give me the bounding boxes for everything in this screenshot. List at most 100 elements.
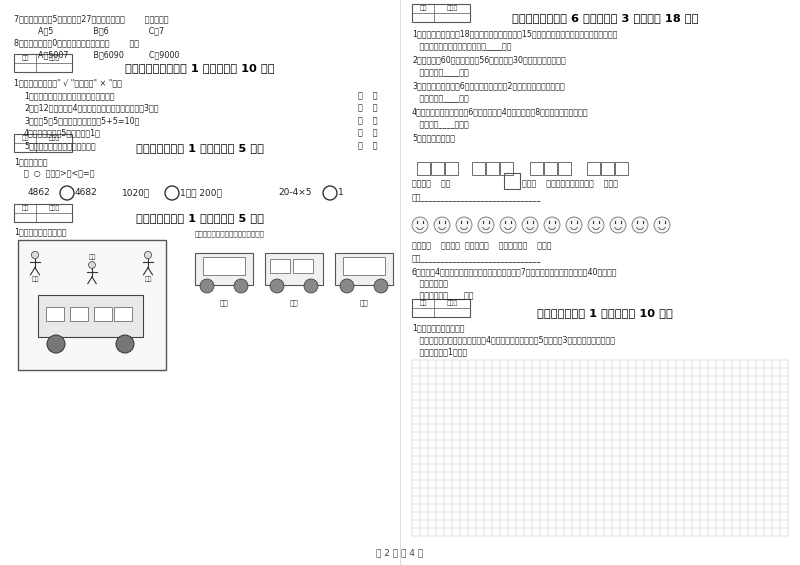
Text: 得分: 得分 (419, 301, 426, 306)
Bar (500, 162, 513, 175)
Text: 8．下面各数一个0都不需要读出来的数是（        ）。: 8．下面各数一个0都不需要读出来的数是（ ）。 (14, 38, 139, 47)
Bar (94, 307, 112, 321)
Text: 7．多多餐厅，每5人一桌，有27人，至少需要（        ）张桌子。: 7．多多餐厅，每5人一桌，有27人，至少需要（ ）张桌子。 (14, 14, 169, 23)
Circle shape (632, 217, 648, 233)
Circle shape (522, 217, 538, 233)
Bar (615, 162, 628, 175)
Bar (558, 162, 571, 175)
Circle shape (478, 217, 494, 233)
Text: 4682: 4682 (75, 188, 98, 197)
Bar (601, 162, 614, 175)
Circle shape (412, 217, 428, 233)
Text: 小虹: 小虹 (220, 299, 228, 306)
Text: 八、解决问题（共 6 小题，每题 3 分，共计 18 分）: 八、解决问题（共 6 小题，每题 3 分，共计 18 分） (512, 13, 698, 23)
Text: A．5007          B．6090          C．9000: A．5007 B．6090 C．9000 (28, 50, 179, 59)
Bar (14, 204, 72, 222)
Text: 列式______________________________: 列式______________________________ (412, 254, 542, 263)
Bar (293, 259, 313, 273)
Text: 1．判断。（对的打" √ "，错的打" × "。）: 1．判断。（对的打" √ "，错的打" × "。） (14, 78, 122, 87)
Text: （    ）: （ ） (358, 141, 378, 150)
Text: 5．我会解决问题。: 5．我会解决问题。 (412, 133, 455, 142)
Circle shape (116, 335, 134, 353)
Text: 得分: 得分 (419, 6, 426, 11)
Text: 在  ○  里填上>、<或=。: 在 ○ 里填上>、<或=。 (24, 169, 94, 178)
Bar (445, 162, 458, 175)
Text: 1: 1 (338, 188, 344, 197)
Bar (412, 4, 470, 22)
Bar (335, 253, 393, 285)
Circle shape (610, 217, 626, 233)
Text: 七、连一连（共 1 大题，共计 5 分）: 七、连一连（共 1 大题，共计 5 分） (136, 213, 264, 223)
Circle shape (566, 217, 582, 233)
Circle shape (544, 217, 560, 233)
Text: 1．我会比较。: 1．我会比较。 (14, 157, 47, 166)
Text: 6．小明和4个同学去公园玩，公园的儿童票是每张7元，他们一共花了多少元？带40元去，买: 6．小明和4个同学去公园玩，公园的儿童票是每张7元，他们一共花了多少元？带40元… (412, 267, 618, 276)
Bar (417, 162, 430, 175)
Circle shape (270, 279, 284, 293)
Circle shape (434, 217, 450, 233)
Bar (265, 253, 323, 285)
Text: 小明: 小明 (144, 277, 152, 282)
Text: 1020克: 1020克 (122, 188, 150, 197)
Text: 第 2 页 共 4 页: 第 2 页 共 4 页 (377, 548, 423, 557)
Bar (472, 162, 485, 175)
Text: ，每（    ）个一组，平均分成（    ）组。: ，每（ ）个一组，平均分成（ ）组。 (522, 179, 618, 188)
Text: 答：一共花了____元。: 答：一共花了____元。 (412, 291, 474, 300)
Text: 列式______________________________: 列式______________________________ (412, 193, 542, 202)
Text: 答：一共有____人。: 答：一共有____人。 (412, 94, 469, 103)
Text: 一共有（    ）个笑脸  平均分成（    ）组，每组（    ）个。: 一共有（ ）个笑脸 平均分成（ ）组，每组（ ）个。 (412, 241, 551, 250)
Text: （    ）: （ ） (358, 91, 378, 100)
Bar (203, 257, 245, 275)
Circle shape (456, 217, 472, 233)
Circle shape (304, 279, 318, 293)
Bar (18, 240, 166, 370)
Circle shape (500, 217, 516, 233)
Text: 2．把12个苹果分给4个小朋友，每个小朋友都能分到3个。: 2．把12个苹果分给4个小朋友，每个小朋友都能分到3个。 (24, 103, 158, 112)
Text: （    ）: （ ） (358, 103, 378, 112)
Text: 4．同学们去公园划船，每6人一组，需要4条船。如果每8人一组，需要几条船？: 4．同学们去公园划船，每6人一组，需要4条船。如果每8人一组，需要几条船？ (412, 107, 589, 116)
Bar (46, 307, 64, 321)
Text: 评卷人: 评卷人 (446, 6, 458, 11)
Circle shape (588, 217, 604, 233)
Text: （    ）: （ ） (358, 116, 378, 125)
Circle shape (89, 262, 95, 268)
Circle shape (31, 251, 38, 259)
Text: 票的钱够吗？: 票的钱够吗？ (412, 279, 448, 288)
Text: 在下面的方格纸上画一个边长是4厘米的正方形和一个长5厘米、宽3厘米的长方形。（每个: 在下面的方格纸上画一个边长是4厘米的正方形和一个长5厘米、宽3厘米的长方形。（每… (412, 335, 615, 344)
Circle shape (654, 217, 670, 233)
Text: 2．食堂买来60棵白菜，吃了56棵，又买来30棵，现在有多少棵？: 2．食堂买来60棵白菜，吃了56棵，又买来30棵，现在有多少棵？ (412, 55, 566, 64)
Circle shape (200, 279, 214, 293)
Circle shape (234, 279, 248, 293)
Text: 5．平移现象改变原物体的大小。: 5．平移现象改变原物体的大小。 (24, 141, 96, 150)
Circle shape (340, 279, 354, 293)
Text: A．5                B．6                C．7: A．5 B．6 C．7 (28, 26, 164, 35)
Text: 五、判断对与错（共 1 大题，共计 10 分）: 五、判断对与错（共 1 大题，共计 10 分） (125, 63, 275, 73)
Text: 小格的边长是1厘米）: 小格的边长是1厘米） (412, 347, 467, 356)
Text: 评卷人: 评卷人 (48, 136, 60, 141)
Text: 20-4×5: 20-4×5 (278, 188, 311, 197)
Text: 1．观察物体，连一连。: 1．观察物体，连一连。 (14, 227, 66, 236)
Bar (14, 54, 72, 72)
Text: 请你连一连，下面分别是谁看到的？: 请你连一连，下面分别是谁看到的？ (195, 230, 265, 237)
Bar (114, 307, 132, 321)
Bar (587, 162, 600, 175)
Text: 3．计算5个5相加的和，可以列式5+5=10。: 3．计算5个5相加的和，可以列式5+5=10。 (24, 116, 139, 125)
Text: 答：需要____条船。: 答：需要____条船。 (412, 120, 469, 129)
Bar (530, 162, 543, 175)
Text: 十、综合题（共 1 大题，共计 10 分）: 十、综合题（共 1 大题，共计 10 分） (537, 308, 673, 318)
Text: 评卷人: 评卷人 (446, 301, 458, 306)
Text: 1千克 200克: 1千克 200克 (180, 188, 222, 197)
Text: 小明: 小明 (360, 299, 368, 306)
Text: 答：现在有____棵。: 答：现在有____棵。 (412, 68, 469, 77)
Bar (431, 162, 444, 175)
Bar (343, 257, 385, 275)
Bar (70, 307, 88, 321)
Text: 得分: 得分 (22, 206, 29, 211)
Text: （    ）: （ ） (358, 128, 378, 137)
Bar (195, 253, 253, 285)
Text: 4862: 4862 (28, 188, 50, 197)
Text: 1．每一句口诀都可以写出两道除法算式。: 1．每一句口诀都可以写出两道除法算式。 (24, 91, 114, 100)
Text: 小东: 小东 (290, 299, 298, 306)
Text: 1．学校体育室有排球18个，足球的个数比排球多15个，学校体育室有排球、足球共多少个？: 1．学校体育室有排球18个，足球的个数比排球多15个，学校体育室有排球、足球共多… (412, 29, 618, 38)
Text: 3．小朋友吃早餐，每6人坐一张桌子，坐了2张桌子，一共有多少人？: 3．小朋友吃早餐，每6人坐一张桌子，坐了2张桌子，一共有多少人？ (412, 81, 565, 90)
